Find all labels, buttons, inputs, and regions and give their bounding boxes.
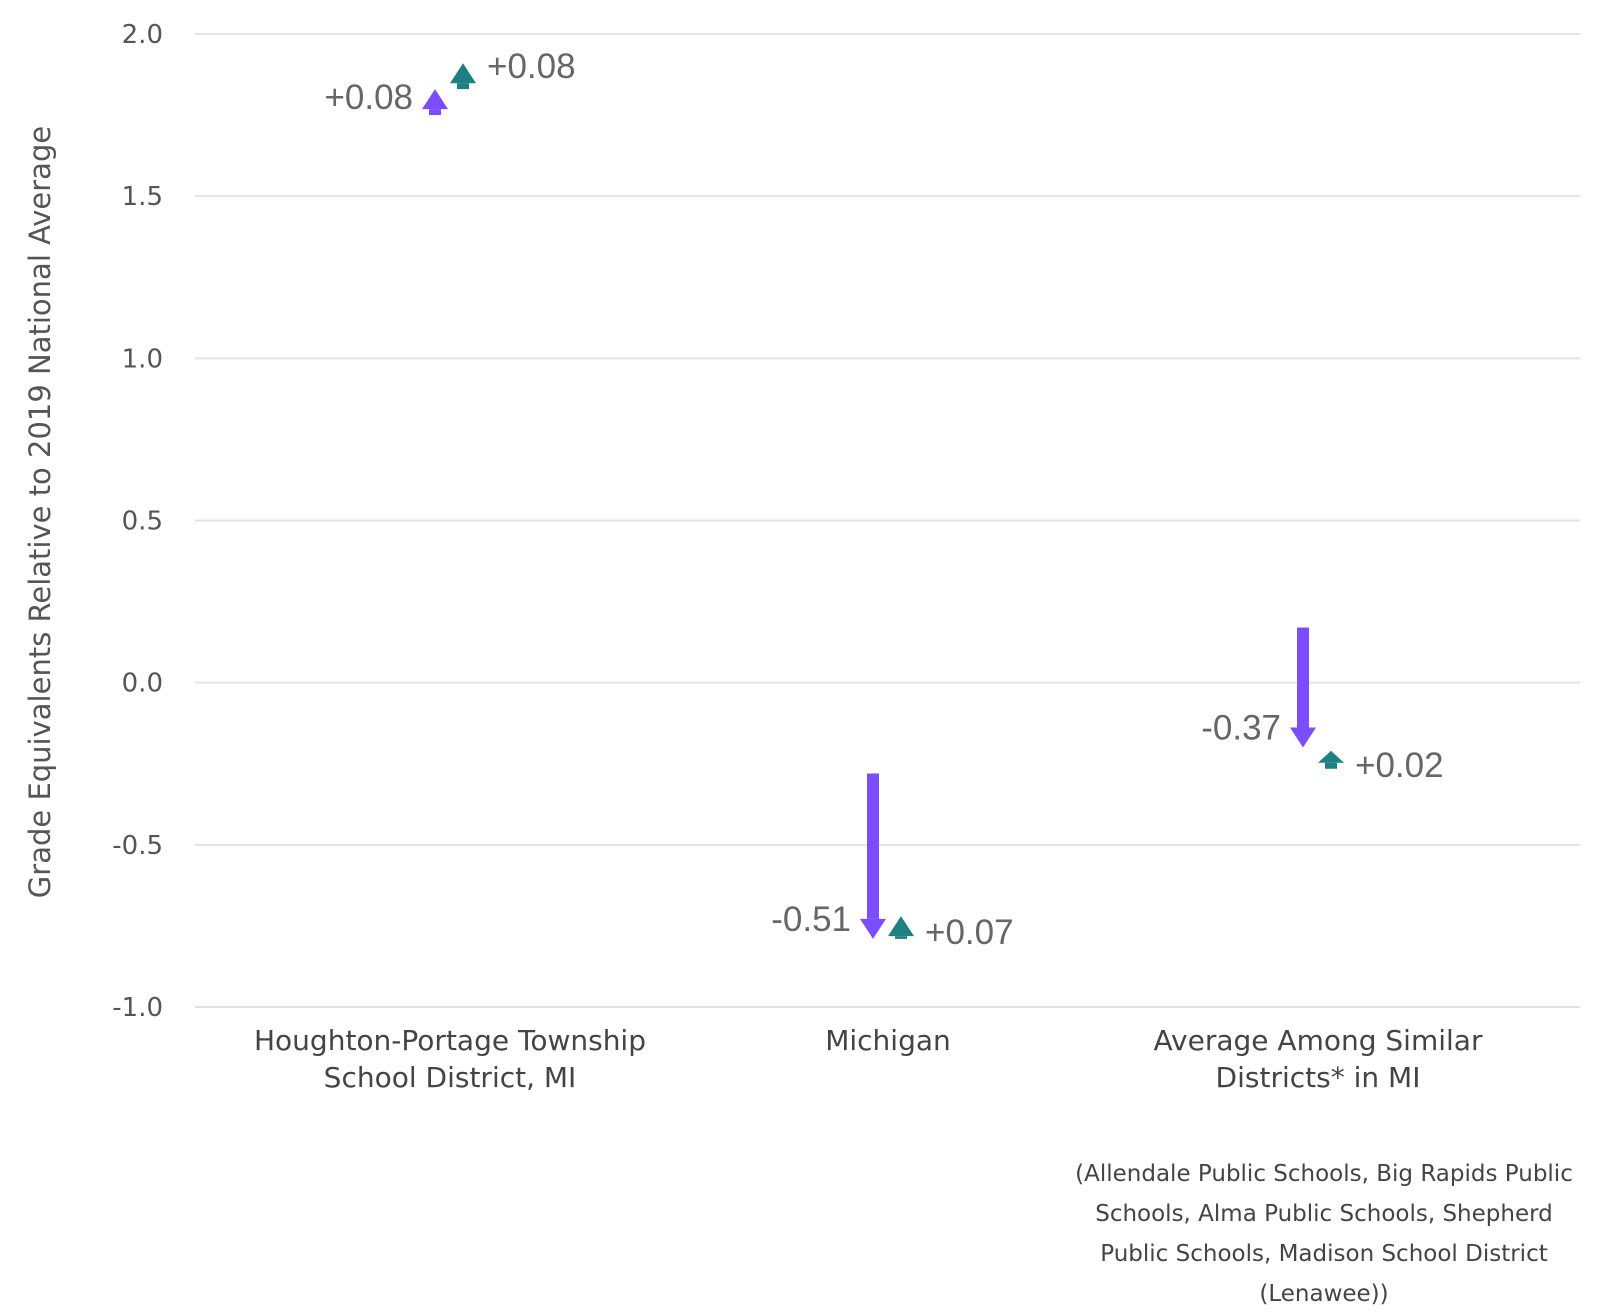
y-axis-ticks: 2.0 1.5 1.0 0.5 0.0 -0.5 -1.0 (112, 20, 163, 1023)
series1-arrow (860, 773, 886, 939)
series2-arrow-shaft (1325, 762, 1337, 769)
series1-arrow-shaft (867, 773, 879, 919)
y-tick-label: 1.0 (122, 344, 163, 374)
series1-arrow-shaft (1297, 627, 1309, 728)
series2-arrow-head (1318, 750, 1344, 763)
series2-arrow-head (450, 63, 476, 84)
series1-data-label: -0.51 (771, 900, 851, 939)
category-label: Districts* in MI (1216, 1061, 1421, 1094)
category-label: School District, MI (324, 1061, 577, 1094)
category-label: Average Among Similar (1154, 1024, 1483, 1057)
category-note: Public Schools, Madison School District (1100, 1241, 1548, 1267)
series2-data-label: +0.07 (925, 913, 1014, 952)
category-labels: Houghton-Portage Township School District… (254, 1024, 1573, 1307)
y-axis-label: Grade Equivalents Relative to 2019 Natio… (23, 126, 57, 898)
series2-data-label: +0.08 (487, 47, 576, 86)
category-note: (Lenawee)) (1259, 1281, 1388, 1307)
series1-arrow-head (860, 918, 886, 939)
series1-data-label: -0.37 (1201, 709, 1281, 748)
y-tick-label: -1.0 (112, 993, 163, 1023)
y-tick-label: -0.5 (112, 831, 163, 861)
y-tick-label: 2.0 (122, 20, 163, 50)
series1-arrow (422, 89, 448, 116)
series1-arrow-head (422, 89, 448, 110)
series2-arrow-shaft (457, 83, 469, 90)
category-label: Michigan (825, 1024, 951, 1057)
series2-arrow (888, 916, 914, 939)
data-marks: +0.08 +0.08 -0.51 +0.07 -0.37 +0.02 (324, 47, 1443, 952)
category-note: Schools, Alma Public Schools, Shepherd (1095, 1201, 1553, 1227)
series1-arrow-shaft (429, 109, 441, 116)
series1-arrow-head (1290, 727, 1316, 748)
category-label: Houghton-Portage Township (254, 1024, 646, 1057)
series2-arrow (450, 63, 476, 90)
series2-arrow-head (888, 916, 914, 937)
gridlines (195, 33, 1580, 1008)
category-note: (Allendale Public Schools, Big Rapids Pu… (1075, 1161, 1573, 1187)
series1-data-label: +0.08 (324, 78, 413, 117)
series2-arrow (1318, 750, 1344, 769)
y-tick-label: 0.0 (122, 669, 163, 699)
y-tick-label: 1.5 (122, 182, 163, 212)
series2-arrow-shaft (895, 936, 907, 939)
series2-data-label: +0.02 (1355, 746, 1444, 785)
y-tick-label: 0.5 (122, 507, 163, 537)
series1-arrow (1290, 627, 1316, 748)
